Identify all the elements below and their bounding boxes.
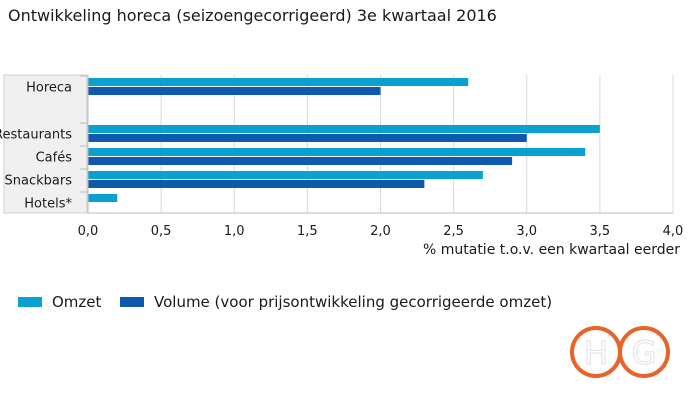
logo-letter-g: G: [632, 334, 657, 372]
axes: 0,0 0,5 1,0 1,5 2,0 2,5 3,0 3,5 4,0 Horeca Restaur…: [0, 75, 683, 239]
category-panel: [3, 74, 88, 214]
x-tick-label: 4,0: [663, 224, 684, 239]
x-tick-label: 0,0: [78, 224, 99, 239]
category-label: Cafés: [36, 151, 73, 166]
bar-omzet[interactable]: [88, 171, 483, 179]
category-label: Hotels*: [24, 197, 72, 212]
bar-volume[interactable]: [88, 157, 513, 165]
bar-omzet[interactable]: [88, 194, 118, 202]
x-tick-label: 1,5: [297, 224, 318, 239]
bar-omzet[interactable]: [88, 125, 600, 133]
legend-item-volume[interactable]: Volume (voor prijsontwikkeling gecorrige…: [120, 292, 552, 312]
category-label: Snackbars: [5, 174, 73, 189]
x-tick-label: 1,0: [224, 224, 245, 239]
x-tick-label: 2,5: [443, 224, 464, 239]
bar-volume[interactable]: [88, 134, 527, 142]
x-tick-label: 3,0: [516, 224, 537, 239]
category-label: Horeca: [26, 81, 72, 96]
bar-omzet[interactable]: [88, 148, 586, 156]
logo-letter-h: H: [584, 334, 608, 372]
hg-logo: H G: [570, 326, 670, 378]
bars: [88, 78, 600, 202]
category-label: Restaurants: [0, 128, 72, 143]
bar-volume[interactable]: [88, 180, 425, 188]
legend-swatch-volume: [120, 297, 144, 307]
x-tick-label: 2,0: [370, 224, 391, 239]
x-axis-label: % mutatie t.o.v. een kwartaal eerder: [423, 242, 680, 258]
logo-ring-right: [618, 326, 670, 378]
bar-volume[interactable]: [88, 87, 381, 95]
legend-label-volume: Volume (voor prijsontwikkeling gecorrige…: [154, 293, 553, 311]
x-tick-label: 0,5: [151, 224, 172, 239]
bar-chart: 0,0 0,5 1,0 1,5 2,0 2,5 3,0 3,5 4,0 Horeca Restaur…: [0, 74, 683, 258]
legend-item-omzet[interactable]: Omzet: [18, 292, 101, 312]
bar-omzet[interactable]: [88, 78, 469, 86]
chart-title: Ontwikkeling horeca (seizoengecorrigeerd…: [8, 6, 497, 25]
x-tick-label: 3,5: [590, 224, 611, 239]
legend-label-omzet: Omzet: [52, 293, 102, 311]
legend-swatch-omzet: [18, 297, 42, 307]
gridlines: [87, 75, 674, 213]
